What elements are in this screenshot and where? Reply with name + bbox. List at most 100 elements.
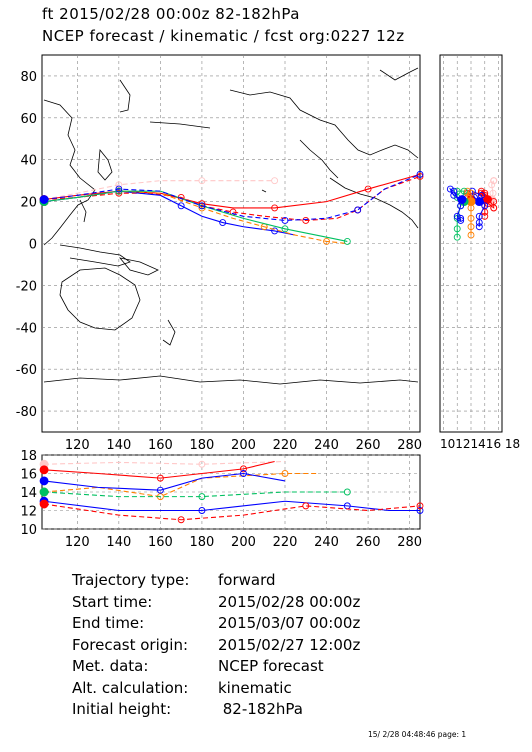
trajectory-marker — [302, 502, 310, 510]
trajectory-marker — [343, 488, 351, 496]
y-tick-label: 80 — [20, 70, 37, 85]
trajectory-marker — [39, 487, 49, 497]
chart-title-line1: ft 2015/02/28 00:00z 82-182hPa — [42, 5, 300, 23]
height-panel-tick-labels: 120 140 160 180 200 220 240 260 280 18 16 14 12 10 — [20, 449, 422, 550]
trajectory-marker — [323, 237, 330, 245]
y-tick-label: 60 — [20, 112, 37, 127]
x-tick-label: 200 — [231, 438, 256, 453]
trajectory-marker — [198, 202, 206, 210]
side-panel-trajectories — [446, 177, 498, 241]
x-tick-label: 220 — [273, 438, 298, 453]
trajectory-line — [43, 503, 421, 521]
trajectory-marker — [39, 195, 49, 204]
trajectory-marker — [177, 516, 185, 524]
trajectory-marker — [177, 202, 185, 210]
side-trajectory-marker — [467, 189, 475, 197]
x-tick-label: 180 — [190, 438, 215, 453]
trajectory-line — [43, 180, 275, 201]
trajectory-line — [44, 173, 421, 222]
side-panel-x-ticks: 10121416 18 — [440, 437, 521, 451]
trajectory-marker — [416, 173, 424, 180]
trajectory-line — [44, 472, 317, 498]
trajectory-marker — [115, 189, 123, 197]
height-panel-trajectories — [39, 459, 424, 524]
trajectory-marker — [271, 177, 279, 185]
trajectory-marker — [416, 507, 424, 514]
y-tick-label: -60 — [16, 363, 37, 378]
trajectory-marker — [39, 465, 49, 475]
x-tick-label: 260 — [356, 438, 381, 453]
side-trajectory-marker — [467, 214, 475, 222]
y-tick-label: 10 — [20, 523, 37, 538]
trajectory-line — [44, 472, 286, 491]
trajectory-line — [44, 173, 421, 209]
trajectory-marker — [364, 185, 372, 193]
x-tick-label: 240 — [314, 438, 339, 453]
trajectory-marker — [416, 170, 424, 178]
y-tick-label: 12 — [20, 505, 37, 520]
info-row-end-time: End time: 2015/03/07 00:00z — [72, 614, 361, 632]
side-trajectory-marker — [475, 223, 483, 231]
trajectory-marker — [281, 470, 289, 477]
trajectory-marker — [271, 204, 279, 212]
y-tick-label: 16 — [20, 468, 37, 483]
trajectory-info: Trajectory type: forward Start time: 2015/… — [72, 571, 360, 722]
side-trajectory-marker — [457, 214, 465, 222]
side-trajectory-marker — [489, 189, 497, 197]
side-trajectory-marker — [460, 187, 468, 195]
coastlines — [43, 67, 419, 385]
trajectory-line — [44, 460, 286, 465]
side-trajectory-marker — [450, 191, 458, 199]
y-tick-label: 40 — [20, 154, 37, 169]
map-trajectories — [39, 170, 424, 245]
info-row-alt-calculation: Alt. calculation: kinematic — [72, 678, 292, 697]
side-trajectory-marker — [490, 177, 498, 185]
trajectory-line — [44, 175, 421, 222]
chart-title-line2: NCEP forecast / kinematic / fcst org:022… — [42, 27, 405, 45]
x-tick-label: 260 — [356, 535, 381, 550]
side-trajectory-marker — [475, 219, 483, 227]
trajectory-line — [44, 460, 275, 479]
side-trajectory-marker — [453, 212, 461, 220]
info-row-start-time: Start time: 2015/02/28 00:00z — [72, 592, 361, 611]
side-trajectory-marker — [477, 191, 485, 199]
x-tick-label: 140 — [106, 535, 131, 550]
map-tick-labels: 120 140 160 180 200 220 240 260 280806040200-20-… — [16, 70, 422, 453]
side-trajectory-marker — [467, 231, 475, 239]
side-trajectory-marker — [481, 202, 489, 210]
side-trajectory-marker — [490, 198, 498, 206]
x-tick-label: 140 — [106, 438, 131, 453]
trajectory-marker — [198, 507, 206, 514]
side-trajectory-marker — [446, 185, 454, 193]
side-trajectory-marker — [467, 223, 475, 231]
trajectory-marker — [115, 185, 123, 193]
y-tick-label: -80 — [16, 405, 37, 420]
side-panel-grid — [440, 55, 502, 432]
side-trajectory-marker — [481, 212, 489, 220]
trajectory-marker — [240, 470, 247, 477]
info-row-trajectory-type: Trajectory type: forward — [72, 571, 276, 589]
x-tick-label: 280 — [397, 438, 422, 453]
info-row-met-data: Met. data: NCEP forecast — [72, 657, 324, 675]
y-tick-label: 0 — [29, 238, 37, 253]
trajectory-marker — [343, 237, 351, 245]
side-trajectory-marker — [453, 233, 461, 241]
side-trajectory-marker — [457, 202, 465, 210]
y-tick-label: -20 — [16, 279, 37, 294]
y-tick-label: 14 — [20, 486, 37, 501]
side-trajectory-marker — [467, 204, 475, 212]
trajectory-marker — [39, 499, 49, 509]
trajectory-marker — [281, 217, 289, 224]
y-tick-label: -40 — [16, 321, 37, 336]
y-tick-label: 20 — [20, 196, 37, 211]
x-tick-label: 120 — [65, 438, 90, 453]
info-row-forecast-origin: Forecast origin: 2015/02/27 12:00z — [72, 635, 361, 654]
x-tick-label: 120 — [65, 535, 90, 550]
side-trajectory-marker — [453, 225, 461, 233]
x-tick-label: 160 — [148, 438, 173, 453]
x-tick-label: 200 — [231, 535, 256, 550]
trajectory-marker — [198, 460, 206, 468]
trajectory-line — [44, 190, 348, 245]
trajectory-marker — [156, 486, 164, 494]
